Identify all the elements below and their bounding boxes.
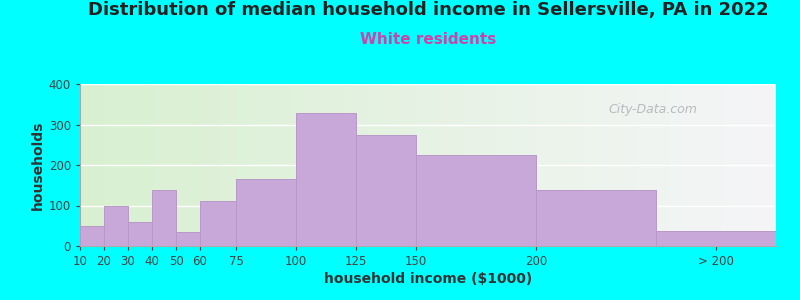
Bar	[200, 202, 236, 246]
Text: City-Data.com: City-Data.com	[609, 103, 698, 116]
Y-axis label: households: households	[30, 120, 45, 210]
Bar	[416, 155, 536, 246]
Bar	[236, 179, 296, 246]
Text: White residents: White residents	[360, 32, 496, 46]
Bar	[296, 113, 356, 246]
Text: Distribution of median household income in Sellersville, PA in 2022: Distribution of median household income …	[88, 2, 768, 20]
X-axis label: household income ($1000): household income ($1000)	[324, 272, 532, 286]
Bar	[80, 226, 104, 246]
Bar	[356, 135, 416, 246]
Bar	[656, 231, 776, 246]
Bar	[536, 190, 656, 246]
Bar	[104, 206, 128, 246]
Bar	[128, 222, 152, 246]
Bar	[176, 232, 200, 246]
Bar	[152, 190, 176, 246]
